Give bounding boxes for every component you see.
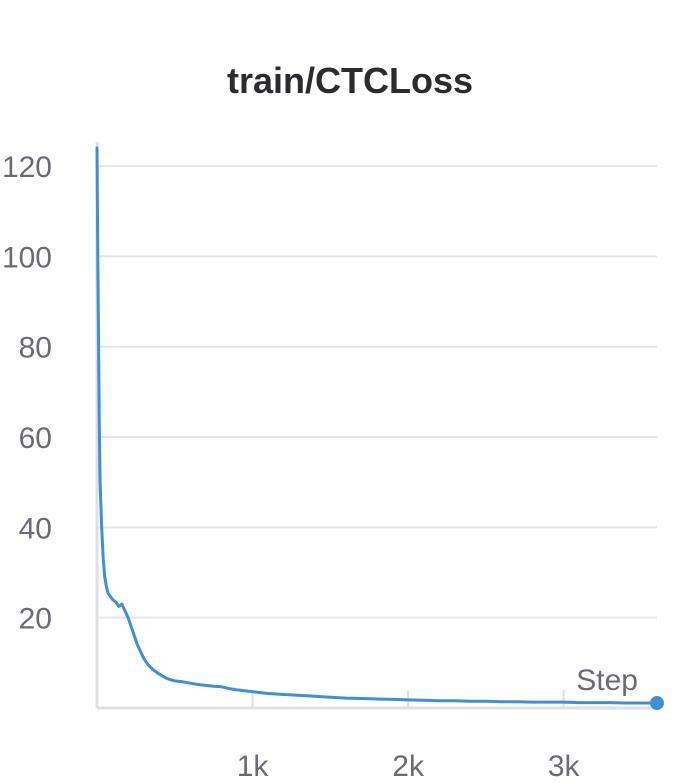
series-line <box>95 146 659 705</box>
y-tick-label: 20 <box>19 603 52 636</box>
y-tick-label: 120 <box>2 151 52 184</box>
x-axis-label: Step <box>576 664 638 697</box>
x-tick-label: 1k <box>237 750 270 783</box>
series-end-point <box>650 696 664 711</box>
y-tick-label: 60 <box>19 422 52 455</box>
x-tick-label: 3k <box>548 750 581 783</box>
y-tick-label: 40 <box>19 512 52 545</box>
y-tick-label: 80 <box>19 332 52 365</box>
y-tick-label: 100 <box>2 241 52 274</box>
chart-title: train/CTCLoss <box>226 60 474 101</box>
x-tick-label: 2k <box>392 750 425 783</box>
